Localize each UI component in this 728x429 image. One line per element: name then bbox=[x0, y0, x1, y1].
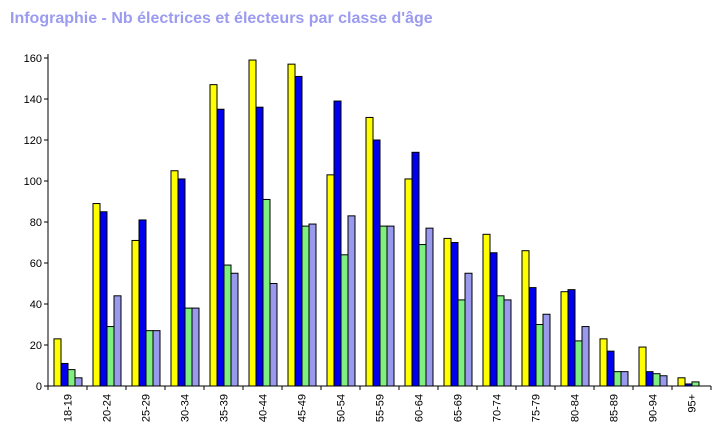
x-tick-label: 65-69 bbox=[453, 394, 465, 422]
bar bbox=[503, 299, 512, 387]
x-tick-label: 75-79 bbox=[531, 394, 543, 422]
x-tick-label: 18-19 bbox=[63, 394, 75, 422]
bar bbox=[443, 237, 452, 387]
bar bbox=[404, 178, 413, 387]
bar bbox=[379, 225, 388, 387]
x-tick-label: 60-64 bbox=[414, 394, 426, 422]
x-axis: 18-19 20-24 25-29 30-34 35-39 40-44 45-49 50-54… bbox=[47, 385, 712, 422]
bars bbox=[53, 59, 700, 387]
y-tick-label: 60 bbox=[30, 258, 42, 270]
bar bbox=[620, 371, 629, 387]
x-tick-label: 50-54 bbox=[336, 394, 348, 422]
y-tick-label: 20 bbox=[30, 340, 42, 352]
x-tick-label: 90-94 bbox=[648, 394, 660, 422]
bar bbox=[365, 116, 374, 387]
bar bbox=[145, 330, 154, 387]
bar bbox=[191, 307, 200, 387]
bar bbox=[131, 239, 140, 387]
bar bbox=[308, 223, 317, 387]
bar bbox=[677, 377, 686, 387]
bar bbox=[184, 307, 193, 387]
bar bbox=[209, 84, 218, 387]
y-tick-label: 80 bbox=[30, 217, 42, 229]
bar bbox=[489, 252, 498, 387]
bar bbox=[170, 170, 179, 387]
bar bbox=[301, 225, 310, 387]
bar bbox=[230, 272, 239, 387]
bar bbox=[138, 219, 147, 387]
bar bbox=[333, 100, 342, 387]
bar bbox=[599, 338, 608, 387]
x-tick-label: 30-34 bbox=[180, 394, 192, 422]
bar bbox=[326, 174, 335, 387]
y-tick-label: 160 bbox=[24, 53, 42, 65]
bar bbox=[542, 313, 551, 387]
bar bbox=[684, 383, 693, 387]
x-tick-label: 25-29 bbox=[141, 394, 153, 422]
x-tick-label: 40-44 bbox=[258, 394, 270, 422]
x-tick-label: 45-49 bbox=[297, 394, 309, 422]
bar bbox=[269, 283, 278, 387]
x-tick-label: 70-74 bbox=[492, 394, 504, 422]
x-tick-label: 35-39 bbox=[219, 394, 231, 422]
bar bbox=[496, 295, 505, 387]
y-tick-label: 120 bbox=[24, 135, 42, 147]
bar bbox=[450, 242, 459, 387]
bar bbox=[340, 254, 349, 387]
y-tick-label: 40 bbox=[30, 299, 42, 311]
x-tick-label: 20-24 bbox=[102, 394, 114, 422]
bar bbox=[372, 139, 381, 387]
bar bbox=[535, 324, 544, 387]
bar bbox=[645, 371, 654, 387]
bar bbox=[652, 373, 661, 387]
bar bbox=[581, 326, 590, 387]
bar bbox=[521, 250, 530, 387]
bar bbox=[560, 291, 569, 387]
bar bbox=[74, 377, 83, 387]
bar bbox=[106, 326, 115, 387]
bar bbox=[223, 264, 232, 387]
x-tick-label: 85-89 bbox=[609, 394, 621, 422]
bar bbox=[418, 244, 427, 387]
bar bbox=[638, 346, 647, 387]
bar bbox=[386, 225, 395, 387]
y-tick-label: 100 bbox=[24, 176, 42, 188]
bar bbox=[482, 233, 491, 387]
bar bbox=[287, 63, 296, 387]
chart-title: Infographie - Nb électrices et électeurs… bbox=[10, 10, 433, 27]
bar bbox=[53, 338, 62, 387]
bar bbox=[92, 203, 101, 387]
y-tick-label: 140 bbox=[24, 94, 42, 106]
bar bbox=[177, 178, 186, 387]
bar bbox=[262, 198, 271, 387]
bar bbox=[691, 381, 700, 387]
bar bbox=[216, 108, 225, 387]
bar bbox=[411, 151, 420, 387]
x-tick-label: 55-59 bbox=[375, 394, 387, 422]
bar bbox=[113, 295, 122, 387]
bar bbox=[425, 227, 434, 387]
bar bbox=[67, 369, 76, 387]
bar bbox=[248, 59, 257, 387]
bar bbox=[606, 350, 615, 387]
y-tick-label: 0 bbox=[36, 381, 42, 393]
bar bbox=[347, 215, 356, 387]
bar bbox=[255, 106, 264, 387]
x-tick-label: 95+ bbox=[687, 394, 699, 413]
bar bbox=[659, 375, 668, 387]
x-tick-label: 80-84 bbox=[570, 394, 582, 422]
bar bbox=[574, 340, 583, 387]
bar bbox=[294, 75, 303, 387]
bar bbox=[152, 330, 161, 387]
bar bbox=[60, 362, 69, 387]
bar bbox=[613, 371, 622, 387]
bar bbox=[99, 211, 108, 387]
bar bbox=[457, 299, 466, 387]
bar bbox=[528, 287, 537, 387]
bar bbox=[567, 289, 576, 387]
bar bbox=[464, 272, 473, 387]
y-axis: 0 20 40 60 80 100 120 140 160 bbox=[24, 53, 49, 393]
